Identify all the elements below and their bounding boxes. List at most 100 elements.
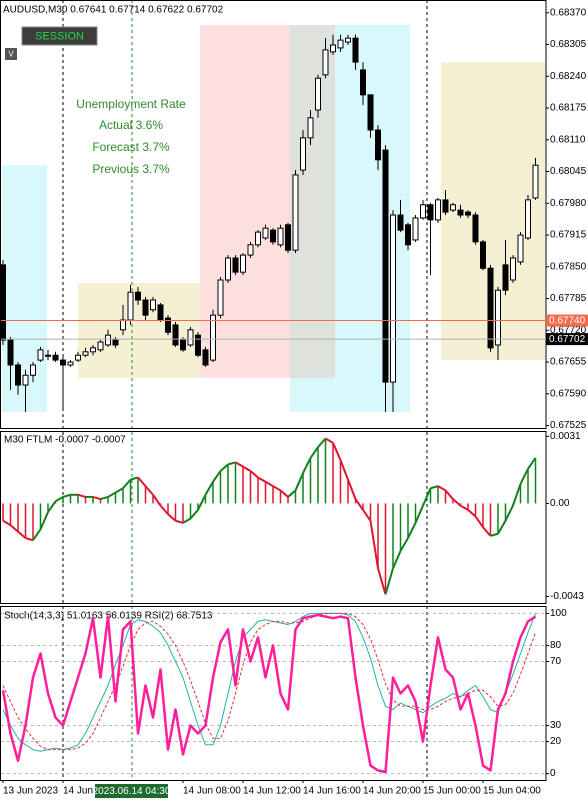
candle-body [105, 334, 111, 346]
y-tick-label: 0.67785 [550, 293, 587, 304]
x-tick-label: 14 Jun 00:00 [63, 786, 121, 797]
signal-segment [25, 537, 34, 542]
session-button-label[interactable]: SESSION [35, 30, 84, 42]
annotation: Previous 3.7% [92, 162, 170, 176]
candle-body [322, 49, 329, 76]
badge[interactable] [5, 48, 17, 60]
candle-body [457, 209, 464, 216]
candle-body [405, 224, 411, 246]
signal-segment [467, 509, 477, 518]
signal-segment [212, 470, 222, 483]
price-label-box [546, 333, 588, 346]
annotation: Forecast 3.7% [92, 140, 170, 154]
y-tick-label: 0.68045 [550, 166, 587, 177]
candle-body [472, 214, 479, 243]
candle-body [360, 69, 366, 96]
candle-body [22, 374, 29, 386]
candle-body [7, 339, 14, 366]
signal-segment [159, 504, 169, 515]
candle-body [52, 354, 59, 361]
candle-body [510, 257, 516, 281]
candle-body [307, 117, 314, 139]
signal-segment [265, 480, 274, 487]
signal-segment [272, 485, 281, 492]
candle-body [0, 264, 6, 341]
crosshair-box [95, 784, 168, 798]
badge-label[interactable]: V [8, 50, 14, 59]
signal-segment [504, 505, 514, 522]
x-tick-label: 14 Jun 16:00 [303, 786, 361, 797]
candle-body [90, 347, 96, 353]
signal-segment [100, 495, 109, 501]
y-tick-label: -0.0043 [550, 591, 584, 602]
y-tick-label: 0.68305 [550, 39, 587, 50]
signal-segment [204, 481, 214, 496]
candle-body [210, 314, 216, 361]
candle-body [337, 39, 344, 49]
candle-body [420, 204, 426, 219]
panel-frame [0, 431, 547, 604]
panel-title: M30 FTLM -0.0007 -0.0007 [4, 435, 126, 446]
candle-body [367, 94, 374, 131]
series-line [1, 613, 537, 774]
signal-segment [137, 476, 147, 487]
signal-segment [2, 519, 11, 526]
y-tick-label: 0.67655 [550, 357, 587, 368]
candle-body [465, 211, 471, 216]
signal-segment [17, 530, 27, 539]
signal-segment [235, 461, 244, 468]
signal-segment [460, 504, 469, 511]
signal-segment [55, 496, 64, 503]
signal-segment [144, 485, 154, 496]
signal-segment [369, 520, 379, 569]
x-tick-label: 14 Jun 12:00 [243, 786, 301, 797]
signal-segment [519, 468, 529, 485]
price-label: 0.67740 [549, 316, 586, 327]
candle-body [427, 204, 434, 221]
signal-segment [452, 498, 462, 507]
candle-body [255, 231, 261, 246]
candle-body [60, 359, 66, 366]
x-tick-label: 15 Jun 00:00 [423, 786, 481, 797]
signal-segment [107, 491, 116, 498]
y-tick-label: 70 [550, 656, 562, 667]
signal-segment [182, 517, 191, 524]
candle-body [232, 257, 239, 273]
crosshair-label: 2023.06.14 04:30 [93, 786, 171, 797]
signal-segment [430, 485, 439, 490]
signal-segment [339, 459, 349, 480]
candle-body [382, 149, 389, 383]
candle-body [495, 289, 501, 346]
candle-body [15, 364, 21, 386]
candle-body [172, 324, 179, 346]
signal-segment [279, 489, 289, 498]
y-tick-label: 0.67980 [550, 198, 587, 209]
signal-segment [227, 461, 236, 466]
candle-body [517, 234, 524, 263]
series-line [2, 612, 536, 752]
candle-body [157, 304, 164, 321]
signal-segment [437, 485, 446, 492]
candle-body [45, 354, 51, 357]
candle-body [502, 264, 509, 291]
y-tick-label: 0.67720 [550, 325, 587, 336]
panel-frame [0, 606, 547, 781]
candle-body [142, 299, 149, 316]
candle-body [532, 164, 539, 199]
signal-segment [309, 446, 319, 459]
candle-body [525, 199, 531, 239]
session-button[interactable] [21, 26, 98, 46]
y-tick-label: 30 [550, 720, 562, 731]
signal-segment [257, 476, 266, 483]
candle-body [112, 339, 119, 346]
candle-body [300, 137, 306, 171]
signal-segment [9, 524, 19, 533]
signal-segment [399, 537, 409, 552]
candle-body [217, 279, 224, 316]
signal-segment [444, 489, 454, 500]
signal-segment [317, 437, 327, 448]
candle-body [240, 254, 246, 273]
candle-body [270, 229, 276, 243]
candle-body [435, 199, 441, 221]
